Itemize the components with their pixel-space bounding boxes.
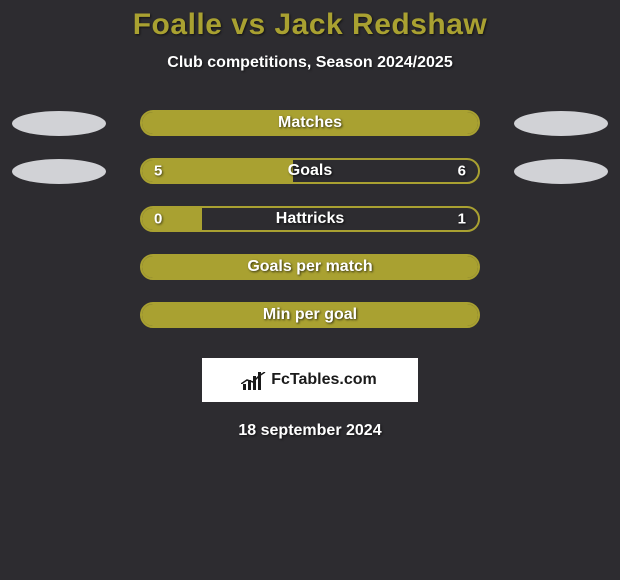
wm-bar [258,372,261,390]
date-label: 18 september 2024 [238,422,381,440]
stat-value-left: 5 [154,163,162,180]
wm-bar [253,376,256,390]
stat-bar: Hattricks 0 1 [140,206,480,232]
watermark: FcTables.com [202,358,418,402]
stat-label: Min per goal [263,306,357,324]
stat-value-left: 0 [154,211,162,228]
stat-label: Hattricks [276,210,344,228]
bar-fill-left [142,208,202,230]
wm-bar [243,384,246,390]
stat-row: Goals 5 6 [0,158,620,184]
player-ellipse-left [12,159,106,184]
chart-area: Matches Goals 5 6 Hattricks 0 1 Goals per match… [0,110,620,328]
stat-bar: Goals 5 6 [140,158,480,184]
stat-label: Goals per match [247,258,372,276]
stat-label: Matches [278,114,342,132]
player-ellipse-right [514,111,608,136]
player-ellipse-right [514,159,608,184]
stat-row: Min per goal [0,302,620,328]
stat-label: Goals [288,162,332,180]
bar-fill-left [142,160,293,182]
stat-row: Matches [0,110,620,136]
comparison-infographic: Foalle vs Jack Redshaw Club competitions… [0,0,620,440]
stat-row: Hattricks 0 1 [0,206,620,232]
stat-bar: Min per goal [140,302,480,328]
stat-bar: Goals per match [140,254,480,280]
player-ellipse-left [12,111,106,136]
page-title: Foalle vs Jack Redshaw [133,8,488,42]
stat-row: Goals per match [0,254,620,280]
stat-bar: Matches [140,110,480,136]
watermark-text: FcTables.com [271,371,377,389]
stat-value-right: 6 [458,163,466,180]
subtitle: Club competitions, Season 2024/2025 [167,54,452,72]
wm-bar [248,380,251,390]
stat-value-right: 1 [458,211,466,228]
fctables-icon [243,370,267,390]
